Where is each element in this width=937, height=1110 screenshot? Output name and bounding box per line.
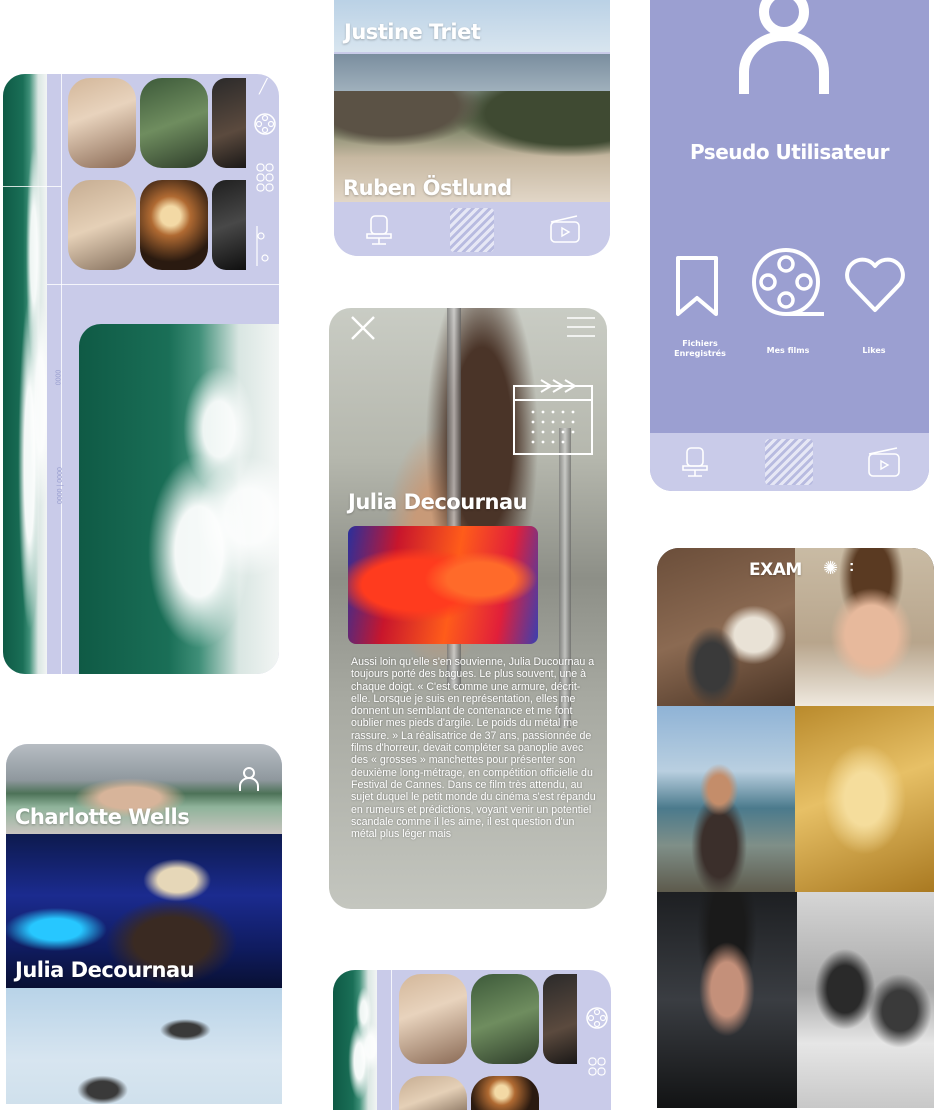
justine-triet-image-bottom[interactable]	[6, 988, 282, 1104]
slider-icon[interactable]	[253, 222, 277, 270]
film-still-image[interactable]	[795, 548, 934, 706]
sparkle-icon: ✺	[823, 558, 839, 578]
film-still-image[interactable]	[795, 706, 934, 892]
article-body: Aussi loin qu'elle s'en souvienne, Julia…	[351, 656, 596, 841]
ruler-vertical-line	[61, 74, 62, 674]
heart-icon[interactable]	[842, 256, 908, 314]
profile-screen: Pseudo Utilisateur Fichiers Enregistrés …	[650, 0, 929, 491]
thumbnail-image[interactable]	[399, 974, 467, 1064]
thumbnail-image[interactable]	[140, 78, 208, 168]
director-name: Charlotte Wells	[15, 805, 190, 829]
my-films-label[interactable]: Mes films	[766, 346, 810, 355]
thumbnail-image[interactable]	[212, 180, 246, 270]
thumbnail-image[interactable]	[68, 180, 136, 270]
julia-decournau-image[interactable]	[6, 834, 282, 988]
thumbnail-image[interactable]	[212, 78, 246, 168]
thumbnail-image[interactable]	[543, 974, 577, 1064]
hamburger-icon[interactable]	[565, 314, 597, 340]
film-still-image[interactable]	[657, 548, 795, 706]
exam-label: EXAM	[749, 560, 802, 580]
clapperboard-icon[interactable]	[545, 210, 585, 250]
film-reel-icon[interactable]	[585, 998, 609, 1038]
film-reel-icon[interactable]	[253, 104, 277, 144]
justine-triet-image[interactable]	[334, 0, 610, 52]
metal-rod-decoration	[559, 428, 571, 728]
ruler-horizontal-line	[3, 186, 61, 187]
ocean-strip-image	[3, 74, 47, 674]
exam-grid-screen: EXAM ✺ :	[657, 548, 934, 1108]
director-name: Ruben Östlund	[343, 176, 512, 200]
bottom-nav-bar	[650, 433, 929, 491]
directors-list-screen-top: Justine Triet Ruben Östlund	[334, 0, 610, 256]
thumbnail-image[interactable]	[68, 78, 136, 168]
grid-icon[interactable]	[587, 1056, 607, 1096]
calendar-icon[interactable]	[511, 374, 595, 458]
ruben-ostlund-image[interactable]	[334, 54, 610, 202]
ruler-vertical-line	[391, 970, 392, 1110]
director-name: Julia Decournau	[15, 958, 195, 982]
close-corner-icon[interactable]: ╱	[259, 78, 268, 94]
film-still-image[interactable]	[657, 892, 797, 1108]
saved-files-label-line1: Fichiers	[682, 339, 718, 348]
user-icon[interactable]	[238, 766, 260, 792]
thumbnail-image[interactable]	[140, 180, 208, 270]
thumbnail-image[interactable]	[471, 974, 539, 1064]
likes-label[interactable]: Likes	[862, 346, 886, 355]
film-still-image[interactable]	[797, 892, 934, 1108]
thumbnail-image[interactable]	[399, 1076, 467, 1110]
ruler-label: 0000 | 0000	[57, 467, 64, 504]
article-screen: Julia Decournau Aussi loin qu'elle s'en …	[329, 308, 607, 909]
article-title: Julia Decournau	[348, 490, 528, 514]
saved-files-label[interactable]: Fichiers Enregistrés	[660, 339, 740, 359]
cinema-seat-icon[interactable]	[675, 442, 715, 482]
gallery-screen-ocean: ╱ 0000 0000 | 0000	[3, 74, 279, 674]
article-feature-image[interactable]	[348, 526, 538, 644]
director-name: Justine Triet	[344, 20, 481, 44]
grid-icon[interactable]	[255, 162, 275, 202]
ruler-label: 0000	[55, 369, 63, 386]
home-pattern-icon[interactable]	[449, 208, 494, 252]
film-still-image[interactable]	[657, 706, 795, 892]
saved-files-label-line2: Enregistrés	[674, 349, 726, 358]
clapperboard-icon[interactable]	[864, 442, 904, 482]
ruler-horizontal-line	[47, 284, 279, 285]
directors-list-screen-bottom: Charlotte Wells Julia Decournau	[6, 744, 282, 1104]
thumbnail-image[interactable]	[471, 1076, 539, 1110]
colon-separator: :	[849, 558, 855, 575]
ocean-main-image[interactable]	[79, 324, 279, 674]
film-reel-icon[interactable]	[750, 248, 826, 320]
bottom-nav-bar	[334, 204, 610, 256]
username: Pseudo Utilisateur	[689, 140, 890, 164]
close-icon[interactable]	[349, 314, 377, 342]
cinema-seat-icon[interactable]	[359, 210, 399, 250]
bookmark-icon[interactable]	[674, 254, 720, 318]
charlotte-wells-image[interactable]	[6, 744, 282, 834]
user-avatar-icon[interactable]	[736, 0, 832, 96]
gallery-screen-bottom	[333, 970, 611, 1110]
ocean-strip-image	[333, 970, 377, 1110]
home-pattern-icon[interactable]	[765, 439, 814, 485]
